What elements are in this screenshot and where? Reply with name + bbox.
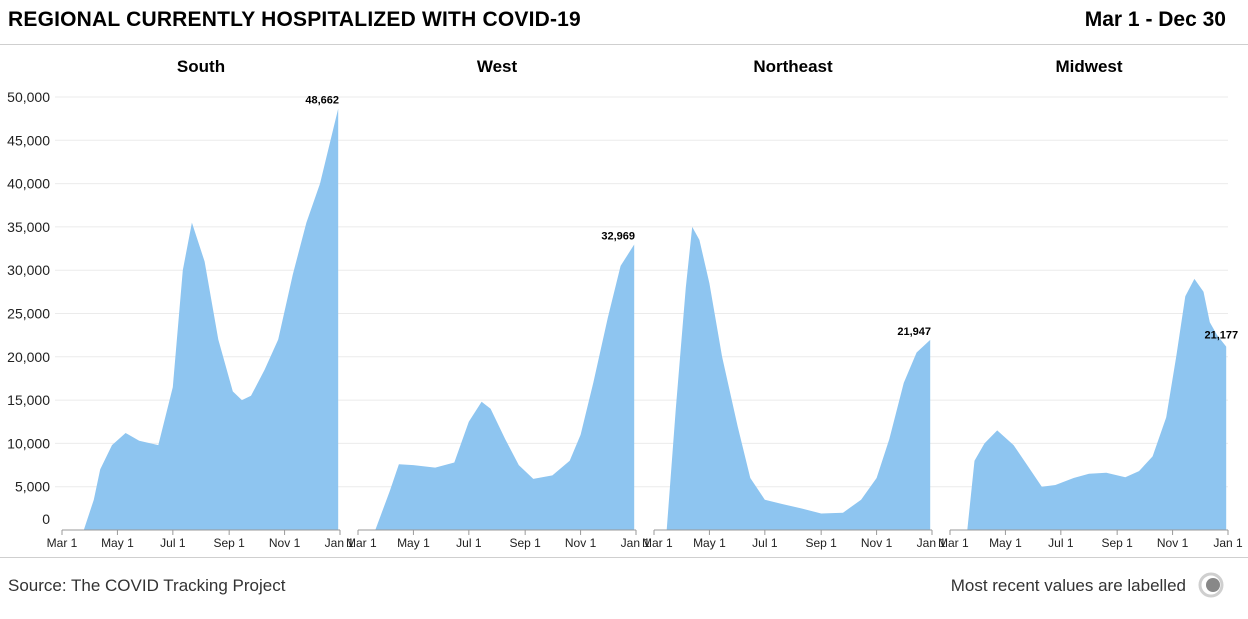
area-series-south xyxy=(62,108,339,530)
x-tick-label: Jan 1 xyxy=(621,536,651,550)
date-range: Mar 1 - Dec 30 xyxy=(1084,8,1226,31)
y-tick-label: 5,000 xyxy=(15,479,50,495)
panel-title-west: West xyxy=(477,57,518,76)
chart-title: REGIONAL CURRENTLY HOSPITALIZED WITH COV… xyxy=(8,8,581,31)
x-tick-label: Mar 1 xyxy=(642,536,673,550)
last-value-label-west: 32,969 xyxy=(601,230,635,242)
covid-tracking-project-logo-icon xyxy=(1198,572,1224,598)
x-tick-label: Jul 1 xyxy=(752,536,778,550)
y-tick-label: 15,000 xyxy=(7,392,50,408)
x-tick-label: Sep 1 xyxy=(805,536,837,550)
x-tick-label: Mar 1 xyxy=(938,536,969,550)
y-tick-label: 50,000 xyxy=(7,89,50,105)
y-tick-label: 40,000 xyxy=(7,176,50,192)
x-tick-label: Jan 1 xyxy=(917,536,947,550)
y-tick-label: 30,000 xyxy=(7,262,50,278)
x-tick-label: Jan 1 xyxy=(325,536,355,550)
chart-footer: Source: The COVID Tracking Project Most … xyxy=(0,557,1248,619)
panel-title-midwest: Midwest xyxy=(1055,57,1122,76)
y-tick-label: 10,000 xyxy=(7,435,50,451)
area-series-midwest xyxy=(950,278,1227,530)
panel-title-south: South xyxy=(177,57,225,76)
x-tick-label: Sep 1 xyxy=(213,536,245,550)
area-series-west xyxy=(358,244,635,530)
y-tick-label: 0 xyxy=(42,511,50,527)
x-tick-label: Nov 1 xyxy=(269,536,301,550)
panel-title-northeast: Northeast xyxy=(753,57,833,76)
x-tick-label: May 1 xyxy=(397,536,430,550)
x-tick-label: Jul 1 xyxy=(456,536,482,550)
y-tick-label: 35,000 xyxy=(7,219,50,235)
x-tick-label: Nov 1 xyxy=(861,536,893,550)
last-value-label-midwest: 21,177 xyxy=(1205,330,1239,342)
area-series-northeast xyxy=(654,226,931,530)
y-tick-label: 25,000 xyxy=(7,306,50,322)
source-note: Source: The COVID Tracking Project xyxy=(8,576,286,595)
x-tick-label: Mar 1 xyxy=(346,536,377,550)
x-tick-label: May 1 xyxy=(693,536,726,550)
x-tick-label: Nov 1 xyxy=(1157,536,1189,550)
last-value-label-northeast: 21,947 xyxy=(897,326,931,338)
x-tick-label: Jan 1 xyxy=(1213,536,1243,550)
x-tick-label: Nov 1 xyxy=(565,536,597,550)
y-tick-label: 20,000 xyxy=(7,349,50,365)
x-tick-label: May 1 xyxy=(101,536,134,550)
x-tick-label: May 1 xyxy=(989,536,1022,550)
x-tick-label: Sep 1 xyxy=(509,536,541,550)
labelling-note: Most recent values are labelled xyxy=(950,576,1186,595)
x-tick-label: Jul 1 xyxy=(160,536,186,550)
chart-header: REGIONAL CURRENTLY HOSPITALIZED WITH COV… xyxy=(0,0,1248,45)
x-tick-label: Sep 1 xyxy=(1101,536,1133,550)
y-tick-label: 45,000 xyxy=(7,132,50,148)
x-tick-label: Jul 1 xyxy=(1048,536,1074,550)
x-tick-label: Mar 1 xyxy=(47,536,78,550)
last-value-label-south: 48,662 xyxy=(305,95,339,107)
regional-hospitalization-chart: 0 5,000 10,000 15,000 20,000 25,000 30,000 35,0… xyxy=(7,57,1243,550)
